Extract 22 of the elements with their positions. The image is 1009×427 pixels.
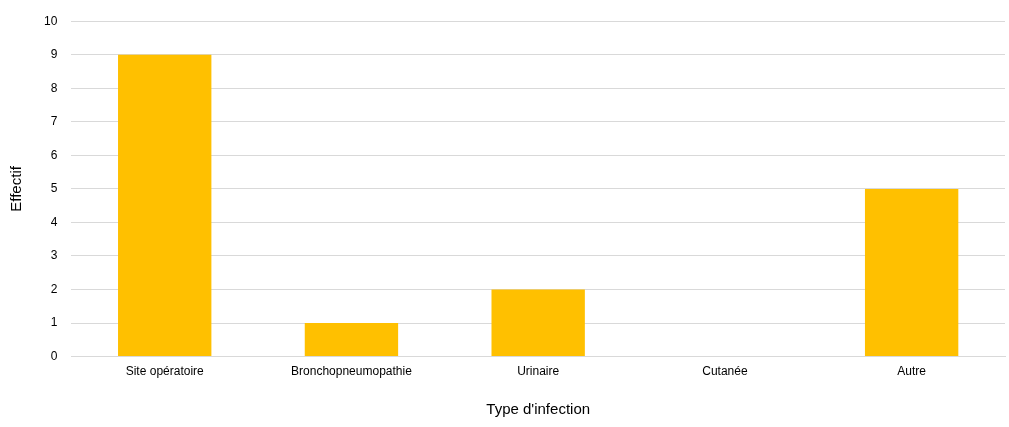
y-tick-label: 9 [50, 47, 58, 62]
bar [864, 188, 959, 357]
y-tick-label: 7 [50, 114, 58, 129]
y-tick-label: 2 [50, 281, 58, 296]
y-axis-title: Effectif [7, 165, 25, 212]
y-tick-label: 3 [50, 248, 58, 263]
y-tick-label: 6 [50, 147, 58, 162]
bar [491, 289, 585, 357]
bar [118, 54, 212, 357]
y-tick-label: 10 [43, 13, 58, 28]
y-tick-label: 5 [50, 181, 58, 196]
y-tick-label: 0 [50, 348, 58, 363]
y-tick-label: 1 [50, 315, 58, 330]
x-tick-label: Autre [897, 364, 927, 379]
x-tick-label: Bronchopneumopathie [291, 364, 413, 379]
x-tick-label: Urinaire [517, 364, 560, 379]
x-axis-title: Type d'infection [486, 400, 591, 418]
x-tick-label: Cutanée [702, 364, 748, 379]
y-tick-label: 4 [50, 214, 58, 229]
x-tick-label: Site opératoire [125, 364, 205, 379]
y-tick-label: 8 [50, 80, 58, 95]
bar [304, 323, 399, 357]
